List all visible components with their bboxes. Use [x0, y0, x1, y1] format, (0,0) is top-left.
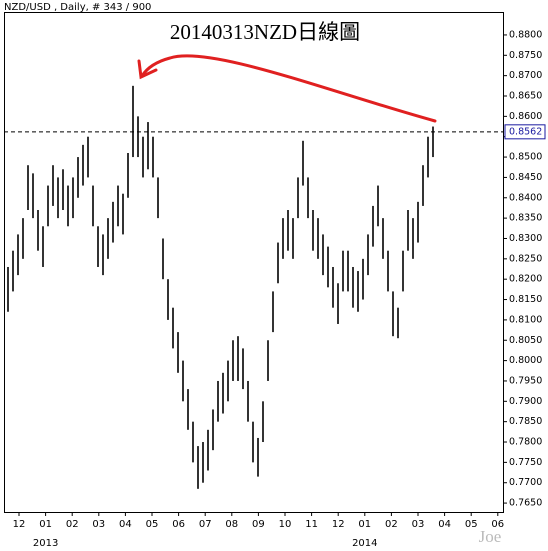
- x-tick-label: 02: [66, 519, 79, 530]
- y-tick-label: 0.8450: [509, 172, 542, 183]
- current-price-box: [504, 124, 546, 140]
- y-tick-label: 0.8000: [509, 355, 542, 366]
- x-tick-label: 12: [13, 519, 26, 530]
- y-tick-label: 0.8800: [509, 29, 542, 40]
- x-tick-label: 03: [92, 519, 105, 530]
- y-tick-label: 0.8250: [509, 253, 542, 264]
- y-tick-label: 0.8050: [509, 335, 542, 346]
- y-tick-label: 0.7900: [509, 396, 542, 407]
- current-price-label: 0.8562: [509, 126, 542, 137]
- x-tick-label: 10: [279, 519, 292, 530]
- x-tick-label: 08: [225, 519, 238, 530]
- arrow-curve: [140, 54, 437, 123]
- arrow-head: [137, 59, 158, 80]
- y-tick-label: 0.7650: [509, 498, 542, 509]
- x-tick-label: 04: [438, 519, 451, 530]
- year-label: 2014: [352, 538, 377, 549]
- annotation-arrow: [137, 54, 437, 123]
- y-tick-label: 0.8350: [509, 213, 542, 224]
- y-tick-label: 0.7800: [509, 437, 542, 448]
- y-tick-label: 0.8500: [509, 152, 542, 163]
- y-tick-label: 0.8200: [509, 274, 542, 285]
- plot-frame: [4, 12, 504, 513]
- x-tick-label: 01: [358, 519, 371, 530]
- y-tick-label: 0.8150: [509, 294, 542, 305]
- year-label: 2013: [33, 538, 58, 549]
- y-tick-label: 0.7750: [509, 457, 542, 468]
- x-tick-label: 05: [146, 519, 159, 530]
- y-tick-label: 0.8600: [509, 111, 542, 122]
- watermark: Joe: [479, 527, 502, 546]
- chart-header: NZD/USD , Daily, # 343 / 900: [4, 2, 151, 13]
- y-tick-label: 0.8700: [509, 70, 542, 81]
- y-tick-label: 0.8300: [509, 233, 542, 244]
- y-tick-label: 0.7700: [509, 477, 542, 488]
- y-tick-label: 0.8100: [509, 314, 542, 325]
- y-tick-label: 0.7850: [509, 416, 542, 427]
- x-tick-label: 09: [252, 519, 265, 530]
- x-tick-label: 04: [119, 519, 132, 530]
- x-tick-label: 06: [491, 519, 504, 530]
- y-tick-label: 0.8750: [509, 50, 542, 61]
- x-tick-label: 01: [39, 519, 52, 530]
- x-tick-label: 03: [412, 519, 425, 530]
- x-tick-label: 11: [305, 519, 318, 530]
- x-tick-label: 06: [172, 519, 185, 530]
- x-tick-label: 05: [465, 519, 478, 530]
- y-tick-label: 0.8400: [509, 192, 542, 203]
- y-tick-label: 0.8650: [509, 91, 542, 102]
- x-tick-label: 02: [385, 519, 398, 530]
- x-tick-label: 12: [332, 519, 345, 530]
- x-tick-label: 07: [199, 519, 212, 530]
- y-tick-label: 0.7950: [509, 375, 542, 386]
- chart-title: 20140313NZD日線圖: [170, 20, 360, 44]
